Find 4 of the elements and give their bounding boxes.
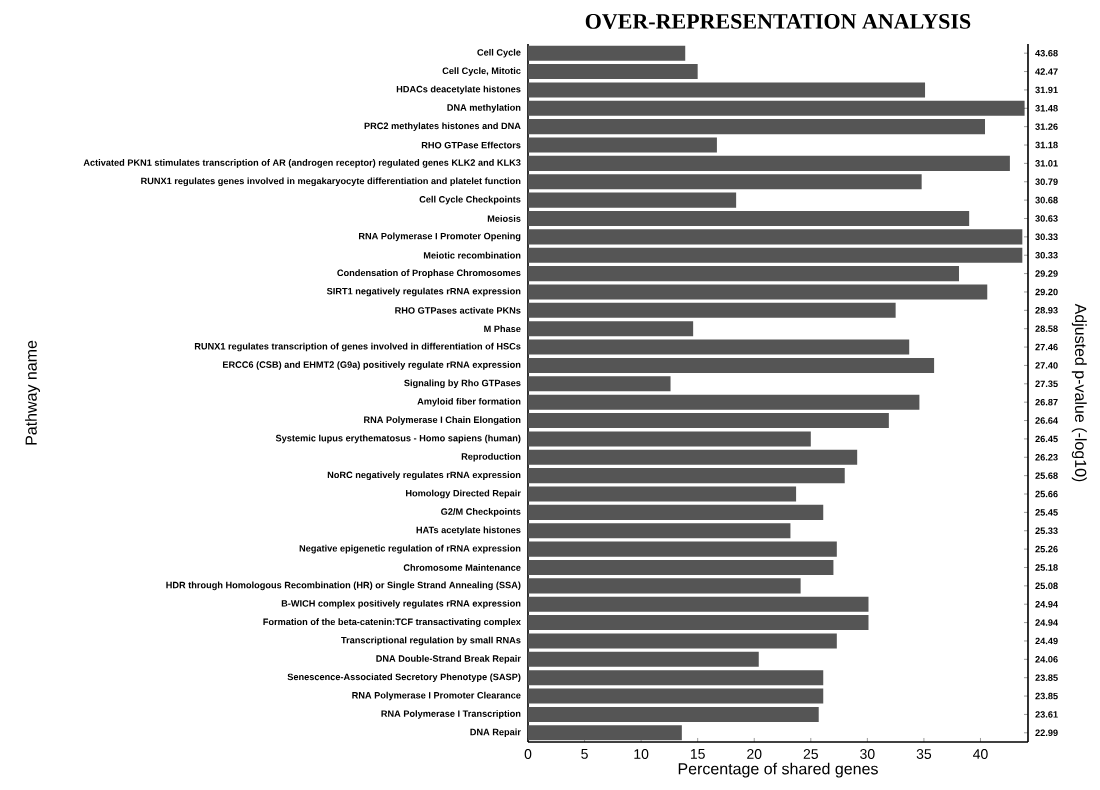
y-axis-title: Pathway name [25, 340, 40, 445]
chart-title: OVER-REPRESENTATION ANALYSIS [585, 14, 971, 29]
x-axis-title: Percentage of shared genes [678, 762, 878, 778]
y2-axis-title: Adjusted p-value (-log10) [1071, 303, 1087, 482]
